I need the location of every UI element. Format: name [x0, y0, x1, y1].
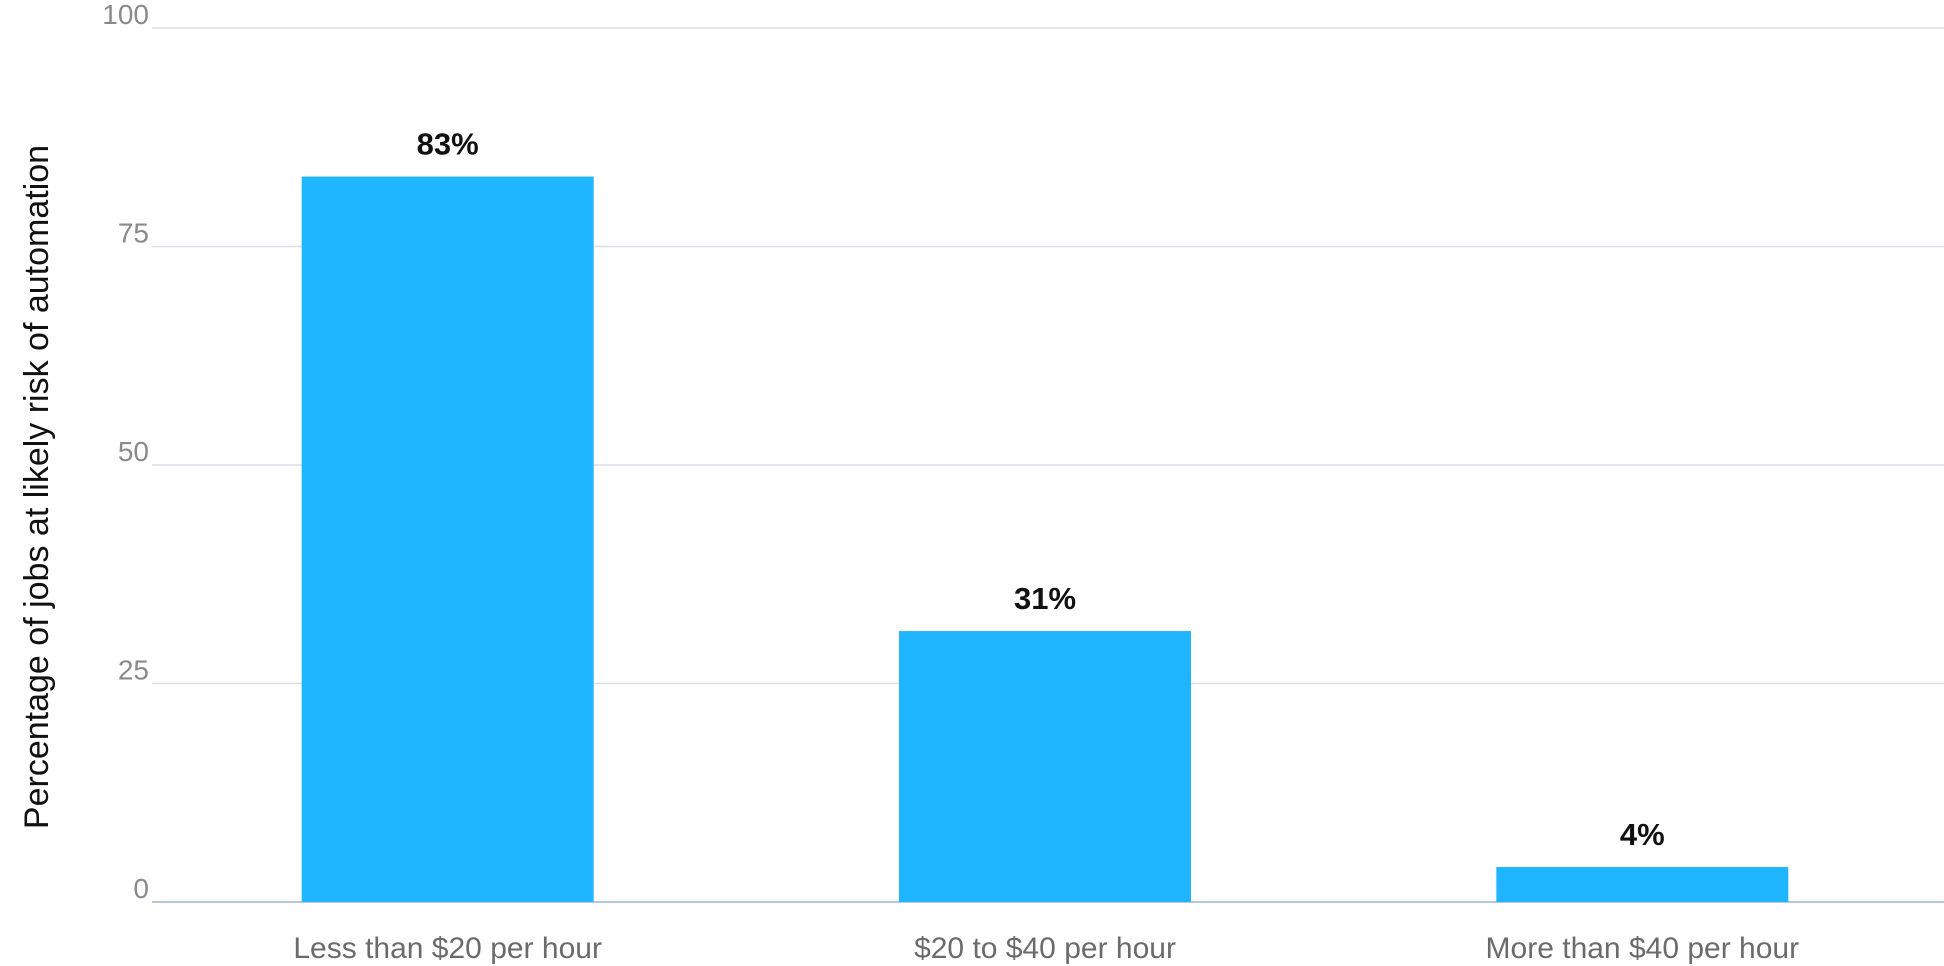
y-tick-label: 75 [118, 218, 149, 249]
y-tick-label: 100 [102, 0, 149, 30]
y-tick-label: 50 [118, 436, 149, 467]
y-tick-label: 0 [133, 873, 149, 904]
y-axis-ticks: 0 25 50 75 100 [102, 0, 149, 904]
x-category-label: More than $40 per hour [1486, 932, 1800, 965]
bar [1496, 867, 1789, 902]
x-category-label: Less than $20 per hour [293, 932, 602, 965]
x-category-label: $20 to $40 per hour [914, 932, 1176, 965]
bar [301, 176, 594, 902]
bar-value-label: 4% [1620, 817, 1665, 852]
bar-value-label: 31% [1014, 581, 1076, 616]
y-tick-label: 25 [118, 655, 149, 686]
x-axis-categories: Less than $20 per hour $20 to $40 per hou… [293, 932, 1799, 965]
bar-value-label: 83% [417, 127, 479, 162]
bars [301, 176, 1789, 902]
y-axis-title: Percentage of jobs at likely risk of aut… [18, 145, 56, 829]
value-labels: 83% 31% 4% [417, 127, 1665, 852]
bar [899, 631, 1191, 902]
